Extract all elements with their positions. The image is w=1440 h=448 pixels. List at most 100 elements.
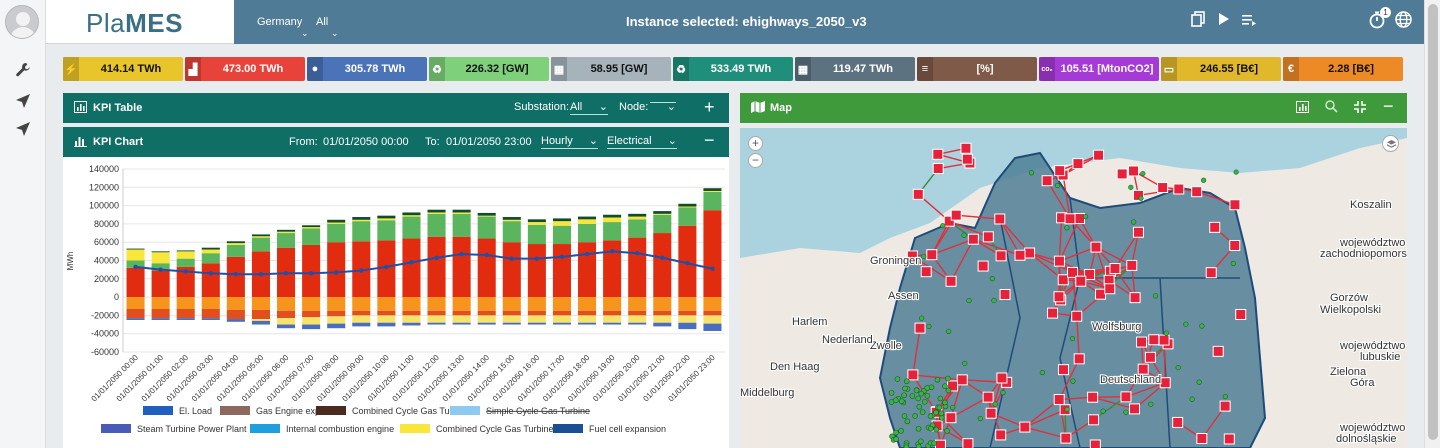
substation-marker[interactable]: [995, 250, 1007, 262]
kpi-tile[interactable]: ≡ [%]: [917, 57, 1037, 81]
substation-marker[interactable]: [1087, 391, 1099, 403]
from-date-input[interactable]: 01/01/2050 00:00: [323, 136, 409, 148]
el-load-point[interactable]: [534, 256, 540, 261]
bar-segment[interactable]: [251, 320, 270, 325]
substation-marker[interactable]: [1158, 334, 1170, 346]
kpi-tile[interactable]: ● 305.78 TWh: [307, 57, 427, 81]
generator-marker[interactable]: [919, 315, 925, 321]
substation-marker[interactable]: [1120, 391, 1132, 403]
el-load-point[interactable]: [334, 270, 339, 275]
generator-marker[interactable]: [1200, 177, 1207, 183]
scope-select[interactable]: All ⌄: [316, 16, 339, 38]
user-avatar[interactable]: [5, 5, 39, 39]
map-view[interactable]: Groningen Assen Zwolle Nederland Den Haag Mid…: [740, 128, 1407, 448]
grid-line[interactable]: [950, 238, 974, 282]
substation-marker[interactable]: [961, 153, 973, 165]
substation-marker[interactable]: [907, 369, 919, 381]
bar-segment[interactable]: [302, 310, 321, 318]
bar-segment[interactable]: [402, 310, 421, 316]
bar-segment[interactable]: [628, 213, 647, 217]
bar-segment[interactable]: [653, 315, 672, 323]
bar-segment[interactable]: [126, 249, 145, 261]
bar-segment[interactable]: [552, 310, 571, 316]
substation-marker[interactable]: [1053, 255, 1065, 267]
substation-marker[interactable]: [943, 215, 955, 227]
generator-marker[interactable]: [926, 323, 932, 329]
generator-marker[interactable]: [915, 425, 922, 432]
bar-segment[interactable]: [603, 214, 622, 218]
bar-segment[interactable]: [151, 270, 170, 298]
substation-marker[interactable]: [1126, 259, 1138, 271]
generator-marker[interactable]: [1054, 182, 1061, 189]
generator-marker[interactable]: [927, 425, 934, 432]
bar-segment[interactable]: [653, 214, 672, 234]
generator-marker[interactable]: [903, 444, 910, 448]
generator-marker[interactable]: [924, 393, 931, 399]
search-icon[interactable]: [1325, 100, 1338, 116]
generator-marker[interactable]: [1199, 323, 1205, 329]
expand-plus-icon[interactable]: +: [704, 97, 715, 117]
bar-segment[interactable]: [527, 219, 546, 223]
substation-marker[interactable]: [1067, 266, 1079, 278]
substation-marker[interactable]: [1229, 239, 1241, 251]
bar-segment[interactable]: [628, 216, 647, 220]
generator-marker[interactable]: [962, 360, 968, 367]
bar-segment[interactable]: [502, 315, 521, 323]
generator-marker[interactable]: [966, 297, 972, 304]
resolution-select[interactable]: Hourly ⌄: [541, 135, 598, 149]
generator-marker[interactable]: [898, 428, 904, 434]
generator-marker[interactable]: [942, 383, 948, 390]
generator-marker[interactable]: [902, 385, 908, 392]
generator-marker[interactable]: [1222, 393, 1228, 400]
bar-segment[interactable]: [277, 297, 296, 311]
el-load-point[interactable]: [434, 255, 439, 260]
substation-marker[interactable]: [996, 372, 1008, 384]
bar-segment[interactable]: [327, 223, 346, 243]
bar-segment[interactable]: [302, 228, 321, 245]
bar-segment[interactable]: [251, 297, 270, 310]
kpi-tile[interactable]: ⚡ 414.14 TWh: [63, 57, 183, 81]
bar-segment[interactable]: [578, 223, 597, 243]
substation-marker[interactable]: [1093, 149, 1105, 161]
bar-segment[interactable]: [176, 250, 195, 252]
grid-line[interactable]: [1058, 217, 1063, 262]
substation-marker[interactable]: [1053, 394, 1065, 406]
substation-marker[interactable]: [932, 163, 944, 175]
substation-marker[interactable]: [1090, 241, 1102, 253]
bar-segment[interactable]: [628, 315, 647, 323]
generator-marker[interactable]: [918, 390, 925, 397]
el-load-point[interactable]: [384, 264, 389, 270]
substation-marker[interactable]: [1128, 165, 1140, 177]
substation-marker[interactable]: [977, 260, 989, 272]
substation-marker[interactable]: [1209, 221, 1221, 233]
bar-segment[interactable]: [628, 237, 647, 298]
bar-segment[interactable]: [201, 297, 220, 309]
generator-marker[interactable]: [940, 223, 946, 229]
compress-icon[interactable]: [1354, 101, 1366, 116]
legend-item[interactable]: El. Load: [179, 406, 212, 416]
el-load-point[interactable]: [609, 249, 615, 254]
el-load-point[interactable]: [509, 256, 514, 261]
substation-marker[interactable]: [1060, 432, 1072, 444]
grid-line[interactable]: [911, 255, 952, 282]
bar-segment[interactable]: [477, 297, 496, 311]
bar-segment[interactable]: [226, 244, 245, 257]
generator-marker[interactable]: [1039, 369, 1045, 376]
generator-marker[interactable]: [921, 253, 927, 260]
bar-segment[interactable]: [302, 317, 321, 325]
generator-marker[interactable]: [942, 399, 948, 406]
bar-segment[interactable]: [452, 236, 471, 298]
bar-segment[interactable]: [251, 236, 270, 238]
grid-line[interactable]: [1024, 398, 1060, 428]
bar-segment[interactable]: [678, 315, 697, 323]
grid-line[interactable]: [1092, 396, 1135, 410]
substation-marker[interactable]: [985, 407, 997, 419]
to-date-input[interactable]: 01/01/2050 23:00: [446, 136, 532, 148]
generator-marker[interactable]: [977, 415, 983, 422]
bar-segment[interactable]: [678, 206, 697, 208]
generator-marker[interactable]: [1140, 170, 1146, 177]
generator-marker[interactable]: [916, 403, 923, 410]
bar-segment[interactable]: [502, 310, 521, 316]
bar-segment[interactable]: [126, 297, 145, 309]
bar-segment[interactable]: [527, 224, 546, 245]
